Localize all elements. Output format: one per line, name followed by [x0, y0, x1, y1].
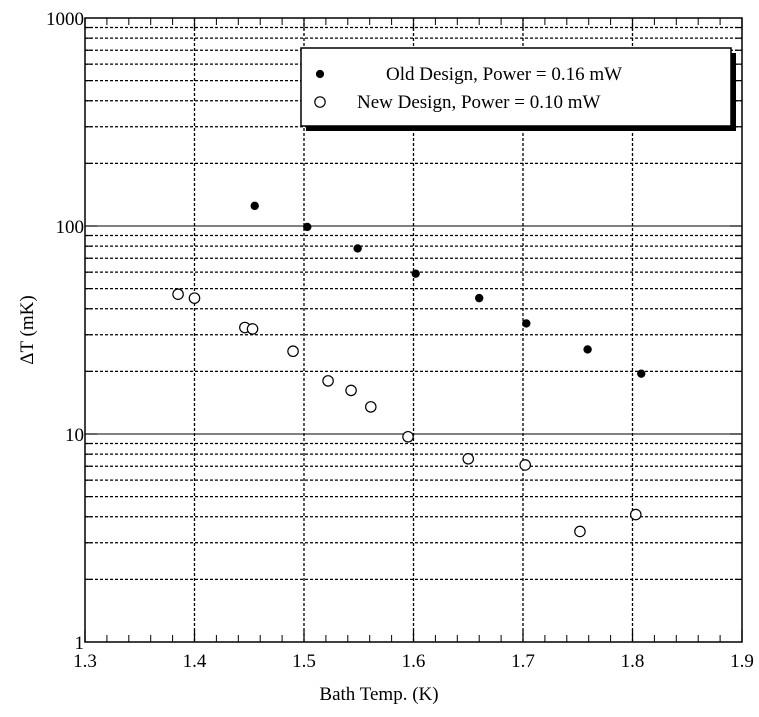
legend: Old Design, Power = 0.16 mW New Design, …: [300, 47, 736, 131]
x-tick-label: 1.5: [292, 651, 316, 672]
legend-marker-new-design: [314, 96, 326, 108]
point-new-design: [629, 508, 642, 521]
point-new-design: [519, 459, 531, 471]
point-new-design: [172, 288, 184, 301]
point-new-design: [246, 323, 259, 335]
data-points: [172, 201, 646, 538]
y-tick-label: 1: [75, 633, 85, 654]
y-tick-labels: 1 10 100 1000: [46, 9, 84, 654]
x-axis-label: Bath Temp. (K): [319, 684, 438, 705]
point-old-design: [522, 319, 531, 328]
x-tick-labels: 1.3 1.4 1.5 1.6 1.7 1.8 1.9: [73, 651, 754, 672]
plot-frame: [84, 17, 743, 643]
point-new-design: [402, 430, 414, 443]
point-new-design: [322, 375, 334, 387]
point-old-design: [250, 201, 259, 211]
x-tick-label: 1.9: [730, 651, 754, 672]
x-tick-label: 1.7: [511, 651, 535, 672]
point-old-design: [411, 269, 420, 278]
y-tick-label: 100: [56, 217, 85, 238]
y-tick-label: 10: [65, 425, 84, 446]
axis-ticks: [84, 18, 743, 642]
point-old-design: [637, 369, 646, 378]
point-new-design: [574, 525, 586, 538]
point-new-design: [188, 292, 201, 304]
legend-label-old-design: Old Design, Power = 0.16 mW: [386, 64, 622, 85]
point-old-design: [303, 222, 312, 232]
x-tick-label: 1.6: [402, 651, 426, 672]
x-tick-label: 1.3: [73, 651, 97, 672]
point-new-design: [462, 452, 475, 465]
point-old-design: [583, 345, 592, 354]
point-new-design: [287, 345, 299, 358]
legend-box: [300, 47, 732, 127]
y-tick-label: 1000: [46, 9, 84, 30]
point-old-design: [353, 244, 362, 253]
y-axis-label: ΔT (mK): [17, 295, 38, 364]
point-old-design: [475, 293, 484, 303]
x-tick-label: 1.4: [183, 651, 207, 672]
point-new-design: [364, 401, 377, 413]
legend-marker-old-design: [315, 69, 325, 79]
legend-label-new-design: New Design, Power = 0.10 mW: [357, 92, 600, 113]
x-tick-label: 1.8: [621, 651, 645, 672]
point-new-design: [345, 384, 357, 397]
